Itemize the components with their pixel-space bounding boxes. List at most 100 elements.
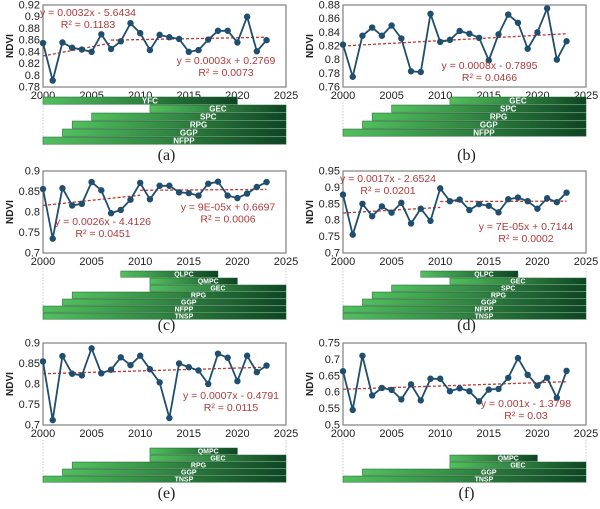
trendline-equation: y = 0.0032x - 5.6434 [40,7,136,19]
ndvi-data-point [49,416,56,424]
ndvi-data-point [166,34,173,41]
y-tick-label: 0.88 [319,0,340,12]
ndvi-data-point [378,203,386,210]
y-tick-label: 0.75 [319,338,340,350]
ndvi-data-point [253,48,261,55]
y-axis-label: NDVI [5,372,16,396]
ndvi-data-point [243,190,251,197]
policy-label: GEC [510,462,525,469]
policy-bar [62,298,287,306]
ndvi-data-point [475,398,483,405]
trendline-r-squared: R² = 0.03 [504,410,548,422]
ndvi-data-point [224,354,231,361]
ndvi-data-point [543,374,551,381]
x-tick-label: 2000 [331,428,355,440]
policy-bar [449,277,587,285]
ndvi-data-point [485,386,492,393]
ndvi-data-point [107,366,115,373]
policy-label: SPC [501,285,515,292]
ndvi-data-point [146,196,154,203]
ndvi-data-point [214,350,222,357]
policy-label: RPG [490,112,507,121]
ndvi-data-point [407,68,415,75]
trendline-r-squared: R² = 0.0115 [204,402,259,414]
ndvi-data-point [243,352,251,359]
ndvi-data-point [456,385,463,392]
trendline-equation: y = 0.0003x + 0.2769 [177,55,276,67]
x-tick-label: 2000 [31,428,55,440]
policy-bar [449,96,587,105]
x-tick-label: 2020 [525,428,549,440]
ndvi-data-point [505,196,512,203]
ndvi-data-point [553,394,561,401]
ndvi-data-point [127,361,134,369]
ndvi-data-point [339,368,347,375]
ndvi-data-point [407,220,415,227]
ndvi-data-point [185,48,192,56]
y-tick-label: 0.84 [319,27,340,39]
y-tick-label: 0.9 [25,11,40,23]
policy-label: YFC [142,96,158,105]
ndvi-data-point [553,198,561,206]
y-tick-label: 0.84 [19,46,40,58]
policy-bar [42,96,238,105]
x-tick-label: 2010 [128,256,152,268]
ndvi-data-point [156,31,163,39]
chart-panel-6: 0.5 0.55 0.6 0.65 0.7 0.75 NDVI 2000 2005 2010 201… [305,338,598,503]
x-tick-label: 2020 [225,428,249,440]
trendline [42,42,112,57]
panel-caption: (b) [457,147,476,164]
ndvi-data-point [349,406,356,414]
policy-bar [149,454,287,462]
ndvi-data-point [59,185,66,192]
ndvi-data-point [137,352,144,359]
x-tick-label: 2000 [331,90,355,102]
policy-bar [71,120,287,129]
plot-frame [342,170,587,254]
y-tick-label: 0.7 [25,248,40,260]
ndvi-data-point [195,46,202,54]
ndvi-data-point [98,187,105,194]
y-tick-label: 0.76 [319,82,340,94]
ndvi-data-point [446,388,454,395]
ndvi-data-point [407,381,415,388]
y-tick-label: 0.55 [319,403,340,415]
policy-label: RPG [190,120,207,129]
policy-bar [149,447,238,455]
panel-caption: (c) [158,317,176,334]
y-tick-label: 0.9 [25,166,40,178]
policy-label: GEC [209,104,227,113]
policy-label: QLPC [474,271,493,278]
policy-label: GGP [481,299,497,306]
x-tick-label: 2025 [274,256,298,268]
trendline-equation: y = 0.0008x - 0.7895 [441,60,537,72]
ndvi-data-point [127,196,134,203]
x-tick-label: 2015 [177,256,201,268]
ndvi-data-point [98,370,105,377]
x-tick-label: 2020 [525,256,549,268]
policy-bar [342,305,587,313]
trendline-equation: y = 0.0017x - 2.6524 [340,173,436,185]
policy-bar [362,120,587,129]
panel-caption: (e) [158,485,176,502]
ndvi-data-point [78,200,86,207]
policy-bar [391,284,587,292]
ndvi-data-point [398,35,405,42]
policy-bar [342,128,587,137]
ndvi-data-point [524,197,531,205]
ndvi-data-point [534,29,541,36]
ndvi-data-point [117,38,124,45]
ndvi-data-point [505,11,512,18]
ndvi-data-point [514,19,522,26]
y-tick-label: 0.75 [319,231,340,243]
policy-bar [149,277,238,285]
ndvi-data-point [117,206,124,214]
policy-bar [62,128,287,137]
trendline-equation: y = 0.0026x - 4.4126 [55,216,151,228]
policy-label: NFPP [475,306,494,313]
ndvi-data-point [59,39,66,46]
y-tick-label: 0.86 [319,13,340,25]
ndvi-data-point [553,56,561,63]
y-tick-label: 0.7 [325,248,340,260]
